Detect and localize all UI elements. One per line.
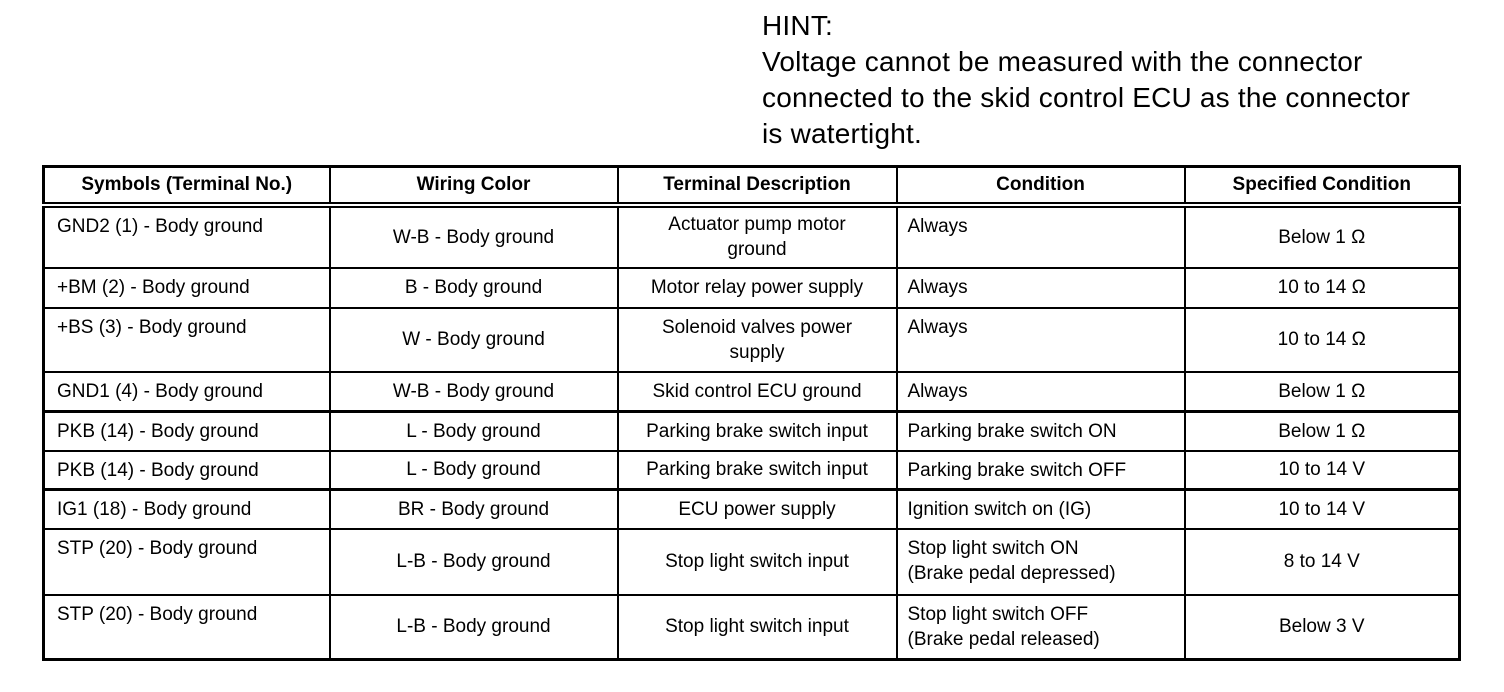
symbol-cell: STP (20) - Body ground — [42, 593, 331, 661]
wiring-color-cell: L-B - Body ground — [328, 593, 619, 661]
condition-cell: Parking brake switch OFF — [895, 449, 1186, 491]
terminal-description-cell: Solenoid valves power supply — [616, 306, 898, 373]
wiring-color-cell: W-B - Body ground — [328, 370, 619, 413]
terminal-description-cell: Parking brake switch input — [616, 449, 898, 491]
specified-condition-cell: 10 to 14 V — [1183, 488, 1461, 530]
hint-line: connected to the skid control ECU as the… — [762, 82, 1411, 113]
terminal-description-cell: Motor relay power supply — [616, 266, 898, 309]
wiring-color-cell: B - Body ground — [328, 266, 619, 309]
symbol-cell: PKB (14) - Body ground — [42, 410, 331, 452]
condition-cell: Stop light switch ON (Brake pedal depres… — [895, 527, 1186, 596]
terminal-description-cell: Skid control ECU ground — [616, 370, 898, 413]
specified-condition-cell: 10 to 14 Ω — [1183, 306, 1461, 373]
column-header-terminal-description: Terminal Description — [616, 165, 898, 208]
symbol-cell: +BS (3) - Body ground — [42, 306, 331, 373]
symbol-cell: GND2 (1) - Body ground — [42, 203, 331, 269]
column-header-condition: Condition — [895, 165, 1186, 208]
condition-cell: Always — [895, 370, 1186, 413]
table-row: GND1 (4) - Body ground W-B - Body ground… — [42, 370, 1461, 413]
terminal-description-cell: ECU power supply — [616, 488, 898, 530]
condition-cell: Parking brake switch ON — [895, 410, 1186, 452]
wiring-color-cell: L - Body ground — [328, 410, 619, 452]
symbol-cell: GND1 (4) - Body ground — [42, 370, 331, 413]
condition-cell: Always — [895, 203, 1186, 269]
terminal-check-table: Symbols (Terminal No.) Wiring Color Term… — [42, 165, 1461, 661]
specified-condition-cell: Below 3 V — [1183, 593, 1461, 661]
wiring-color-cell: W-B - Body ground — [328, 203, 619, 269]
wiring-color-cell: L-B - Body ground — [328, 527, 619, 596]
symbol-cell: IG1 (18) - Body ground — [42, 488, 331, 530]
specified-condition-cell: Below 1 Ω — [1183, 203, 1461, 269]
symbol-cell: PKB (14) - Body ground — [42, 449, 331, 491]
table-row: IG1 (18) - Body ground BR - Body ground … — [42, 488, 1461, 530]
condition-cell: Always — [895, 266, 1186, 309]
table-row: PKB (14) - Body ground L - Body ground P… — [42, 410, 1461, 452]
table-row: PKB (14) - Body ground L - Body ground P… — [42, 449, 1461, 491]
hint-label: HINT: — [762, 10, 833, 41]
specified-condition-cell: Below 1 Ω — [1183, 370, 1461, 413]
specified-condition-cell: Below 1 Ω — [1183, 410, 1461, 452]
column-header-wiring-color: Wiring Color — [328, 165, 619, 208]
specified-condition-cell: 10 to 14 Ω — [1183, 266, 1461, 309]
symbol-cell: +BM (2) - Body ground — [42, 266, 331, 309]
header-row: Symbols (Terminal No.) Wiring Color Term… — [42, 165, 1461, 208]
table-row: STP (20) - Body ground L-B - Body ground… — [42, 527, 1461, 596]
specified-condition-cell: 8 to 14 V — [1183, 527, 1461, 596]
hint-line: is watertight. — [762, 118, 922, 149]
condition-cell: Ignition switch on (IG) — [895, 488, 1186, 530]
wiring-color-cell: BR - Body ground — [328, 488, 619, 530]
condition-cell: Always — [895, 306, 1186, 373]
terminal-check-table-wrap: Symbols (Terminal No.) Wiring Color Term… — [42, 165, 1461, 661]
terminal-description-cell: Stop light switch input — [616, 593, 898, 661]
terminal-description-cell: Actuator pump motor ground — [616, 203, 898, 269]
specified-condition-cell: 10 to 14 V — [1183, 449, 1461, 491]
table-row: +BM (2) - Body ground B - Body ground Mo… — [42, 266, 1461, 309]
table-row: GND2 (1) - Body ground W-B - Body ground… — [42, 203, 1461, 269]
symbol-cell: STP (20) - Body ground — [42, 527, 331, 596]
terminal-description-cell: Parking brake switch input — [616, 410, 898, 452]
hint-note: HINT: Voltage cannot be measured with th… — [762, 8, 1410, 152]
column-header-specified-condition: Specified Condition — [1183, 165, 1461, 208]
hint-line: Voltage cannot be measured with the conn… — [762, 46, 1363, 77]
table-row: +BS (3) - Body ground W - Body ground So… — [42, 306, 1461, 373]
wiring-color-cell: W - Body ground — [328, 306, 619, 373]
condition-cell: Stop light switch OFF (Brake pedal relea… — [895, 593, 1186, 661]
table-row: STP (20) - Body ground L-B - Body ground… — [42, 593, 1461, 661]
column-header-symbols: Symbols (Terminal No.) — [42, 165, 331, 208]
terminal-description-cell: Stop light switch input — [616, 527, 898, 596]
wiring-color-cell: L - Body ground — [328, 449, 619, 491]
